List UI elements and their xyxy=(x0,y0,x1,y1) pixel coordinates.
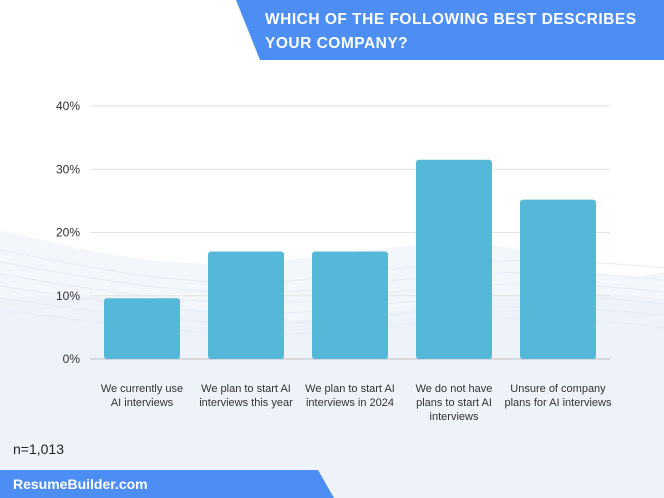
brand-footer: ResumeBuilder.com xyxy=(13,476,148,492)
y-tick-label: 10% xyxy=(56,289,80,303)
title-banner xyxy=(236,0,664,60)
x-tick-label: We currently use AI interviews xyxy=(100,383,184,409)
y-tick-label: 40% xyxy=(56,99,80,113)
y-tick-label: 20% xyxy=(56,226,80,240)
bar-5 xyxy=(520,199,596,359)
footer-bar xyxy=(0,470,334,498)
y-tick-label: 0% xyxy=(63,352,81,366)
bar-chart: 0% 10% 20% 30% 40% xyxy=(56,99,610,366)
bar-4 xyxy=(416,159,492,359)
bar-2 xyxy=(208,251,284,359)
sample-size-note: n=1,013 xyxy=(13,441,64,457)
chart-title: Which of the following best describes yo… xyxy=(265,11,637,52)
bar-3 xyxy=(312,251,388,359)
x-tick-label: We plan to start AI interviews in 2024 xyxy=(305,383,395,409)
x-tick-label: Unsure of company plans for AI interviews xyxy=(504,383,612,409)
y-tick-label: 30% xyxy=(56,162,80,176)
bar-1 xyxy=(104,298,180,359)
x-tick-label: We do not have plans to start AI interview… xyxy=(415,383,493,423)
x-tick-label: We plan to start AI interviews this year xyxy=(199,383,293,409)
